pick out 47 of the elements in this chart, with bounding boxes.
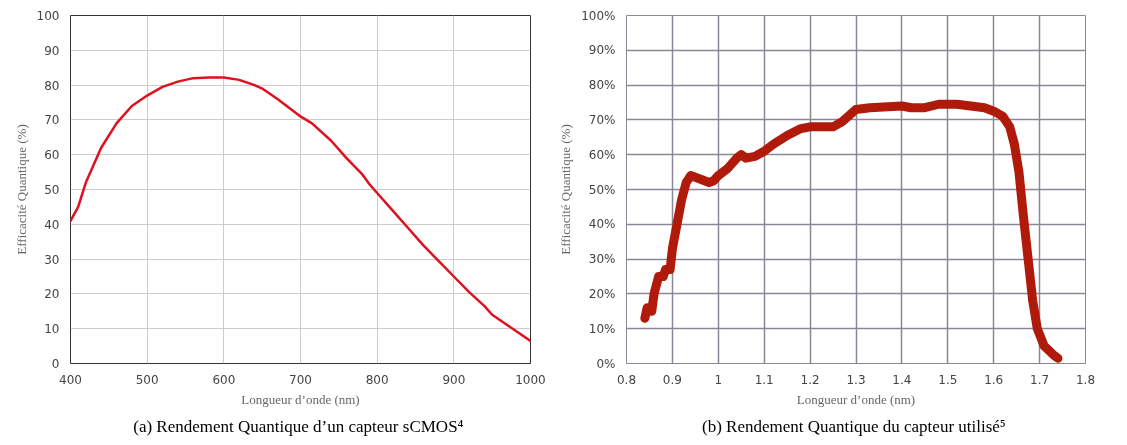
text: (a) Rendement Quantique d’un capteur sCMOS⁴ [133,416,464,436]
x-tick-label: 400 [59,372,82,387]
y-tick-label: 50 [44,183,60,197]
x-tick-label: 1000 [515,372,546,387]
y-tick-label: 0 [51,357,60,371]
y-tick-label: 80 [44,78,60,93]
text: (b) Rendement Quantique du capteur utilisé⁵ [701,416,1006,436]
y-axis-title: Efficacité Quantique (%) [558,124,574,255]
x-tick-label: 1.8 [1075,372,1096,387]
y-tick-label: 20 [44,287,60,302]
x-tick-label: 700 [289,372,312,387]
y-tick-label: 100 [36,9,60,23]
x-tick-label: 1.4 [892,372,912,387]
x-tick-label: 600 [212,372,236,387]
y-tick-label: 40% [588,217,616,232]
y-tick-label: 60 [44,148,60,163]
y-tick-label: 50% [588,182,616,197]
y-tick-label: 70% [588,112,616,127]
y-tick-label: 40 [44,217,60,232]
y-tick-label: 90 [44,43,60,58]
x-tick-label: 500 [135,372,159,387]
y-tick-label: 10 [44,322,60,337]
x-tick-label: 1.6 [984,372,1004,387]
x-tick-label: 1.3 [846,372,866,387]
y-tick-label: 30 [44,252,60,267]
y-tick-label: 10% [588,321,616,336]
y-tick-label: 70 [44,113,60,128]
x-tick-label: 0.8 [616,372,637,387]
x-axis-title: Longueur d’onde (nm) [796,391,916,407]
line-series [70,76,531,343]
x-tick-label: 1.5 [938,372,958,387]
y-tick-label: 80% [588,78,616,93]
x-tick-label: 1.1 [754,372,774,387]
y-tick-label: 30% [588,252,616,267]
y-tick-label: 90% [588,43,616,58]
x-tick-label: 1 [714,372,723,387]
y-tick-label: 60% [588,147,616,162]
y-tick-label: 20% [588,286,616,301]
x-tick-label: 1.2 [800,372,820,387]
x-tick-label: 1.7 [1030,372,1050,387]
x-tick-label: 0.9 [662,372,682,387]
x-tick-label: 900 [442,372,466,387]
x-tick-label: 800 [365,372,389,387]
x-axis-title: Longueur d’onde (nm) [241,391,360,407]
y-tick-label: 100% [581,8,616,23]
y-axis-title: Efficacité Quantique (%) [13,124,29,255]
y-tick-label: 0% [596,356,616,371]
